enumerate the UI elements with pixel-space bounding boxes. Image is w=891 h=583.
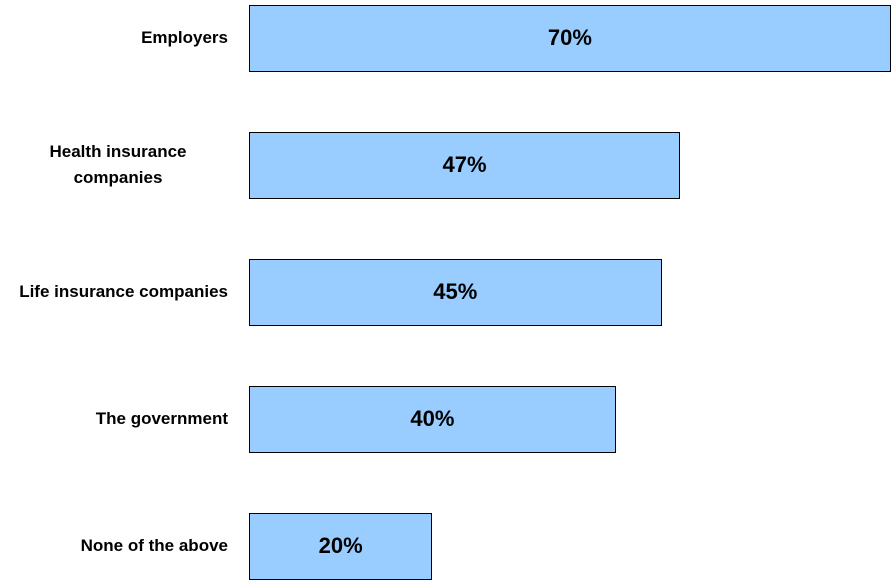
category-label-box: Life insurance companies: [0, 279, 228, 305]
category-label-box: The government: [0, 406, 228, 432]
bar: 40%: [249, 385, 616, 453]
category-label: Employers: [141, 28, 228, 47]
value-label: 45%: [433, 279, 478, 304]
bar: 45%: [249, 258, 662, 326]
category-label-box: Employers: [0, 25, 228, 51]
bar: 70%: [249, 4, 891, 72]
category-label: Life insurance companies: [19, 282, 228, 301]
bar: 20%: [249, 512, 433, 580]
value-label: 20%: [318, 533, 363, 558]
category-label: None of the above: [80, 536, 228, 555]
value-label: 40%: [410, 406, 455, 431]
value-label: 70%: [547, 25, 592, 50]
category-label-box: None of the above: [0, 533, 228, 559]
category-label: The government: [95, 409, 228, 428]
category-label: Health insurance companies: [49, 142, 187, 187]
bar: 47%: [249, 131, 680, 199]
value-label: 47%: [442, 152, 487, 177]
category-label-box: Health insurance companies: [0, 139, 228, 191]
